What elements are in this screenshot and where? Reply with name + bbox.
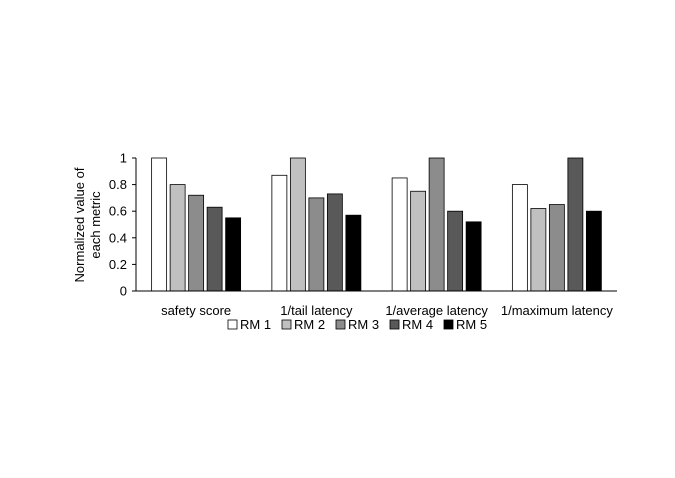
legend-label: RM 1 bbox=[240, 317, 271, 332]
legend-label: RM 2 bbox=[294, 317, 325, 332]
bar-rm-1-3 bbox=[511, 184, 528, 292]
bar-rm-4-0 bbox=[206, 206, 223, 292]
legend: RM 1 RM 2 RM 3 RM 4 RM 5 bbox=[227, 317, 487, 332]
legend-swatch bbox=[281, 319, 292, 330]
y-axis: 0 0.2 0.4 0.6 0.8 1 bbox=[109, 151, 137, 299]
bar-rm-4-3 bbox=[567, 157, 584, 292]
y-axis-title-line: each metric bbox=[88, 191, 103, 259]
bar-rm-4-2 bbox=[447, 210, 464, 292]
y-tick-label: 0.8 bbox=[109, 177, 127, 192]
legend-label: RM 4 bbox=[402, 317, 433, 332]
y-tick-label: 0 bbox=[120, 284, 127, 299]
legend-swatch bbox=[227, 319, 238, 330]
x-category-label: 1/tail latency bbox=[280, 303, 353, 318]
bar-rm-2-3 bbox=[530, 208, 547, 292]
bar-rm-3-2 bbox=[428, 157, 445, 292]
y-tick-label: 0.2 bbox=[109, 257, 127, 272]
bar-rm-3-0 bbox=[188, 194, 205, 292]
y-tick-label: 0.4 bbox=[109, 230, 127, 245]
bar-rm-5-1 bbox=[345, 214, 362, 292]
bar-rm-1-1 bbox=[271, 174, 288, 292]
bar-rm-4-1 bbox=[326, 193, 343, 292]
bar-rm-1-2 bbox=[391, 177, 408, 292]
bar-rm-3-1 bbox=[308, 197, 325, 292]
x-category-label: 1/average latency bbox=[385, 303, 488, 318]
x-axis: safety score 1/tail latency 1/average late… bbox=[136, 290, 617, 318]
y-axis-title-line: Normalized value of bbox=[72, 167, 87, 282]
y-axis-title: Normalized value of each metric bbox=[72, 167, 103, 282]
bar-rm-1-0 bbox=[151, 157, 168, 292]
bars bbox=[151, 157, 602, 292]
bar-rm-5-3 bbox=[585, 210, 602, 292]
bar-rm-5-2 bbox=[465, 221, 482, 292]
legend-swatch bbox=[443, 319, 454, 330]
x-category-label: 1/maximum latency bbox=[501, 303, 613, 318]
bar-rm-2-2 bbox=[410, 190, 427, 292]
bar-rm-2-1 bbox=[289, 157, 306, 292]
legend-label: RM 5 bbox=[456, 317, 487, 332]
x-category-label: safety score bbox=[161, 303, 231, 318]
bar-rm-2-0 bbox=[169, 184, 186, 292]
bar-rm-5-0 bbox=[225, 217, 242, 292]
legend-label: RM 3 bbox=[348, 317, 379, 332]
y-tick-label: 1 bbox=[120, 151, 127, 166]
y-tick-label: 0.6 bbox=[109, 204, 127, 219]
bar-rm-3-3 bbox=[548, 204, 565, 292]
legend-swatch bbox=[389, 319, 400, 330]
legend-swatch bbox=[335, 319, 346, 330]
